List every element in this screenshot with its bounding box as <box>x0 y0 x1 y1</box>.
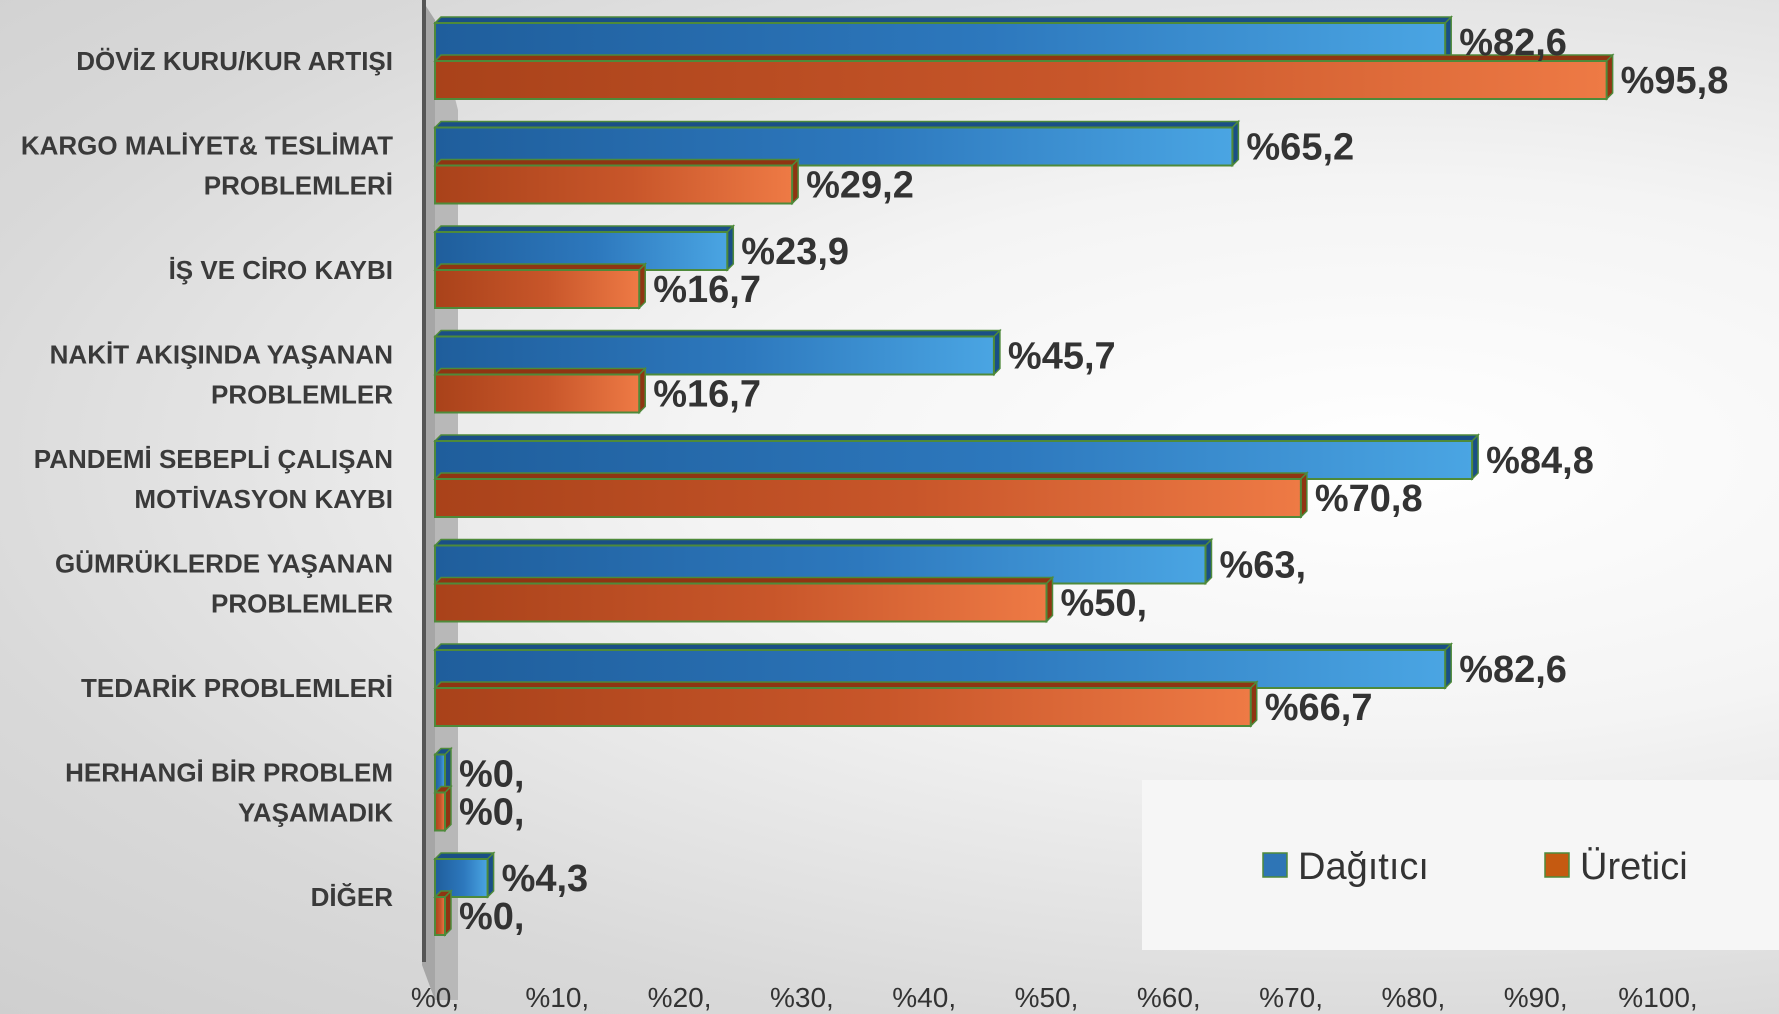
category-label-5-1: PROBLEMLER <box>211 589 393 619</box>
bar-uretici-8 <box>433 889 453 937</box>
x-tick-label-9: %90, <box>1504 982 1568 1013</box>
x-tick-label-0: %0, <box>411 982 459 1013</box>
category-label-4-0: PANDEMİ SEBEPLİ ÇALIŞAN <box>34 444 393 474</box>
category-label-5-0: GÜMRÜKLERDE YAŞANAN <box>55 549 393 579</box>
bar-uretici-3 <box>433 366 648 415</box>
value-label-uretici-3: %16,7 <box>653 374 761 416</box>
category-label-7-1: YAŞAMADIK <box>238 798 393 828</box>
category-label-8-0: DİĞER <box>311 882 394 912</box>
value-label-uretici-6: %66,7 <box>1265 687 1373 729</box>
bar-uretici-0 <box>433 53 1615 101</box>
category-label-6-0: TEDARİK PROBLEMLERİ <box>81 673 393 703</box>
value-label-uretici-2: %16,7 <box>653 269 761 311</box>
x-tick-label-10: %100, <box>1618 982 1697 1013</box>
category-label-2-0: İŞ VE CİRO KAYBI <box>169 255 393 285</box>
x-tick-label-5: %50, <box>1015 982 1079 1013</box>
x-tick-label-7: %70, <box>1259 982 1323 1013</box>
value-label-uretici-7: %0, <box>459 792 524 834</box>
bars-group <box>433 15 1615 937</box>
value-label-dagitici-3: %45,7 <box>1008 336 1116 378</box>
value-label-dagitici-1: %65,2 <box>1246 127 1354 169</box>
x-tick-label-3: %30, <box>770 982 834 1013</box>
value-label-dagitici-7: %0, <box>459 754 524 796</box>
x-tick-label-2: %20, <box>648 982 712 1013</box>
value-label-dagitici-8: %4,3 <box>502 858 589 900</box>
legend-label-dagitici: Dağıtıcı <box>1298 846 1429 888</box>
category-label-0-0: DÖVİZ KURU/KUR ARTIŞI <box>76 46 393 76</box>
legend-box <box>1142 780 1779 950</box>
legend-swatch-dagitici <box>1262 852 1288 878</box>
value-labels-group: %82,6%95,8%65,2%29,2%23,9%16,7%45,7%16,7… <box>459 22 1728 938</box>
x-tick-label-6: %60, <box>1137 982 1201 1013</box>
bar-uretici-7 <box>433 784 453 833</box>
x-axis-ticks: %0, %10, %20, %30, %40, %50, %60, %70, %80, %90,%… <box>411 982 1698 1013</box>
value-label-uretici-0: %95,8 <box>1621 60 1729 102</box>
value-label-uretici-5: %50, <box>1061 583 1148 625</box>
category-label-3-0: NAKİT AKIŞINDA YAŞANAN <box>50 340 393 370</box>
legend-label-uretici: Üretici <box>1580 846 1688 888</box>
category-label-3-1: PROBLEMLER <box>211 380 393 410</box>
bar-uretici-1 <box>433 157 800 206</box>
legend-swatch-uretici <box>1544 852 1570 878</box>
value-label-uretici-8: %0, <box>459 896 524 938</box>
x-tick-label-4: %40, <box>892 982 956 1013</box>
value-label-uretici-1: %29,2 <box>806 165 914 207</box>
x-tick-label-8: %80, <box>1381 982 1445 1013</box>
value-label-dagitici-4: %84,8 <box>1486 440 1594 482</box>
category-label-1-0: KARGO MALİYET& TESLİMAT <box>21 131 393 161</box>
value-label-dagitici-2: %23,9 <box>741 231 849 273</box>
value-label-dagitici-6: %82,6 <box>1459 649 1567 691</box>
value-label-dagitici-5: %63, <box>1219 545 1306 587</box>
bar-dagitici-1 <box>433 119 1241 168</box>
x-tick-label-1: %10, <box>525 982 589 1013</box>
value-label-uretici-4: %70,8 <box>1315 478 1423 520</box>
bar-uretici-5 <box>433 575 1055 624</box>
category-label-7-0: HERHANGİ BİR PROBLEM <box>65 758 393 788</box>
category-label-1-1: PROBLEMLERİ <box>204 171 393 201</box>
bar-uretici-6 <box>433 680 1259 728</box>
category-labels-group: DÖVİZ KURU/KUR ARTIŞI KARGO MALİYET& TESL… <box>21 46 393 912</box>
bar-uretici-4 <box>433 471 1309 519</box>
category-label-4-1: MOTİVASYON KAYBI <box>134 484 393 514</box>
value-label-dagitici-0: %82,6 <box>1459 22 1567 64</box>
bar-uretici-2 <box>433 262 648 310</box>
legend: Dağıtıcı Üretici <box>1142 780 1779 950</box>
